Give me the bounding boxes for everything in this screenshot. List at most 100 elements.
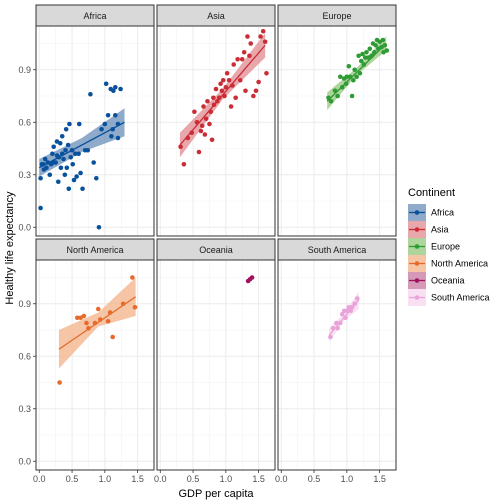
data-point-asia [237, 77, 243, 83]
data-point-south-america [349, 304, 355, 310]
data-point-north-america [130, 275, 135, 280]
x-tick-label: 1.5 [373, 474, 386, 484]
data-point-africa [105, 112, 111, 118]
data-point-asia [256, 79, 261, 85]
data-point-south-america [344, 308, 350, 314]
data-point-africa [76, 151, 81, 157]
data-point-asia [207, 121, 212, 127]
strip-label-oceania: Oceania [199, 245, 233, 255]
data-point-asia [189, 130, 195, 136]
y-tick-label: 0.6 [18, 117, 31, 127]
data-point-north-america [92, 320, 98, 326]
data-point-europe [382, 42, 388, 48]
data-point-asia [194, 119, 200, 125]
legend-key-point [414, 227, 420, 232]
legend-label: Europe [431, 242, 460, 252]
grid-oceania [157, 260, 275, 470]
data-point-asia [196, 149, 202, 155]
data-point-asia [258, 34, 263, 39]
legend-key-point [414, 278, 420, 283]
data-point-north-america [97, 317, 103, 322]
data-point-europe [362, 55, 368, 60]
data-point-asia [230, 83, 235, 88]
data-point-africa [64, 165, 70, 171]
y-axis-title: Healthy life expectancy [4, 191, 16, 305]
data-point-asia [239, 56, 245, 62]
data-point-africa [38, 175, 43, 181]
x-tick-label: 0.5 [187, 474, 200, 484]
data-point-asia [235, 56, 240, 62]
data-point-asia [211, 95, 216, 101]
data-point-asia [216, 95, 222, 101]
data-point-south-america [335, 325, 340, 331]
data-point-asia [208, 109, 214, 115]
data-point-africa [40, 161, 46, 167]
legend-item-south-america: South America [408, 289, 490, 306]
legend: Continent Africa Asia Europe North America O… [408, 187, 490, 306]
data-point-asia [181, 161, 187, 167]
data-point-europe [367, 46, 373, 52]
data-point-africa [42, 156, 48, 162]
data-point-asia [241, 49, 247, 55]
data-point-asia [243, 88, 248, 94]
data-point-asia [211, 102, 217, 108]
data-point-asia [228, 104, 234, 109]
x-tick-label: 0.0 [33, 474, 46, 484]
x-axis-title: GDP per capita [178, 488, 254, 500]
x-tick-label: 0.0 [154, 474, 167, 484]
data-point-africa [44, 165, 49, 171]
data-point-africa [55, 179, 61, 185]
panel-oceania: Oceania [156, 238, 276, 471]
panel-north-america: North America [35, 238, 155, 471]
data-point-africa [58, 165, 64, 171]
panel-border-europe [277, 25, 397, 237]
data-point-europe [357, 70, 363, 76]
data-point-africa [99, 126, 104, 132]
data-point-africa [66, 186, 72, 192]
data-point-europe [349, 93, 355, 99]
data-point-asia [231, 62, 236, 67]
data-point-europe [326, 95, 331, 101]
panel-africa: Africa [35, 4, 155, 237]
data-point-africa [69, 147, 75, 153]
data-point-south-america [334, 320, 339, 326]
data-point-asia [213, 86, 219, 92]
legend-item-oceania: Oceania [408, 272, 465, 289]
data-point-asia [260, 28, 266, 34]
data-point-africa [113, 112, 118, 118]
legend-label: Oceania [431, 276, 465, 286]
legend-key-point [414, 295, 420, 300]
data-point-south-america [330, 325, 336, 331]
panel-background-south-america [278, 260, 396, 470]
data-point-africa [103, 81, 109, 87]
data-point-africa [50, 151, 55, 157]
fit-line-africa [38, 121, 125, 169]
data-point-asia [245, 34, 250, 39]
data-point-africa [67, 121, 72, 127]
data-point-north-america [120, 301, 126, 307]
data-point-europe [351, 77, 356, 83]
legend-label: Africa [431, 208, 454, 218]
data-point-asia [264, 70, 269, 76]
legend-label: South America [431, 293, 490, 303]
panel-background-europe [278, 26, 396, 236]
data-point-africa [110, 126, 115, 132]
data-point-africa [78, 170, 83, 176]
data-point-oceania [249, 275, 255, 280]
legend-item-europe: Europe [408, 238, 460, 255]
data-point-africa [38, 205, 43, 211]
data-point-europe [361, 62, 367, 67]
data-point-africa [61, 156, 66, 162]
data-point-europe [344, 74, 350, 80]
legend-label: Asia [431, 225, 449, 235]
data-point-europe [373, 42, 378, 48]
grid-south-america [278, 260, 396, 470]
data-point-south-america [343, 315, 348, 321]
data-point-africa [80, 186, 85, 192]
strip-label-north-america: North America [66, 245, 123, 255]
data-point-africa [70, 161, 76, 167]
data-point-africa [91, 160, 96, 165]
data-point-north-america [86, 325, 91, 331]
panel-border-africa [35, 25, 155, 237]
legend-item-africa: Africa [408, 204, 454, 221]
